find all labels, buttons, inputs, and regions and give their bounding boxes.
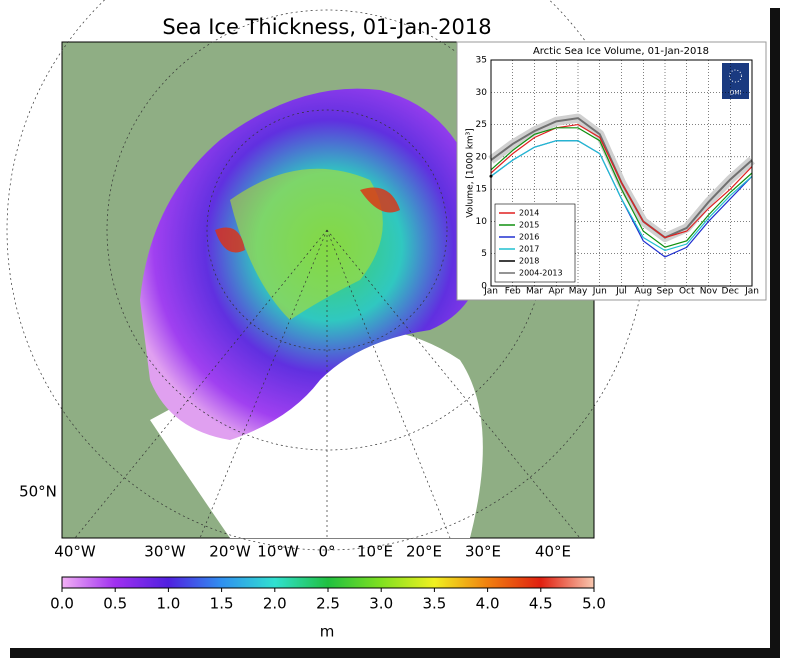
y-axis-label: Volume, [1000 km³] [466, 128, 476, 218]
lon-label: 30°W [144, 543, 186, 561]
x-tick-label: Feb [505, 287, 521, 297]
y-tick-label: 10 [476, 217, 488, 227]
legend-label: 2014 [519, 209, 539, 218]
legend-label: 2016 [519, 233, 539, 242]
plot-frame [490, 59, 753, 287]
colorbar [61, 576, 595, 589]
x-tick-label: Jan [483, 287, 498, 297]
x-tick-label: May [569, 287, 588, 297]
x-tick-label: Dec [722, 287, 739, 297]
colorbar-tick-label: 4.5 [529, 595, 553, 613]
map-title: Sea Ice Thickness, 01-Jan-2018 [162, 15, 491, 39]
series-line [490, 127, 753, 248]
colorbar-tick-label: 5.0 [582, 595, 606, 613]
legend-label: 2018 [519, 257, 539, 266]
colorbar-tick-label: 4.0 [476, 595, 500, 613]
y-tick-label: 20 [476, 152, 488, 162]
series-line [490, 123, 753, 239]
logo-text: DMI [730, 90, 742, 97]
y-tick-label: 5 [481, 249, 487, 259]
y-tick-label: 30 [476, 88, 488, 98]
x-tick-label: Sep [657, 287, 674, 297]
series-line [490, 140, 753, 252]
x-tick-label: Mar [526, 287, 543, 297]
x-tick-label: Nov [700, 287, 718, 297]
x-tick-label: Oct [679, 287, 695, 297]
y-tick-label: 15 [476, 185, 487, 195]
x-tick-label: Jan [744, 287, 759, 297]
thickest-ice [215, 187, 400, 253]
x-tick-label: Aug [634, 287, 652, 297]
colorbar-tick-label: 0.0 [50, 595, 74, 613]
thick-ice [230, 168, 383, 320]
logo [722, 63, 749, 99]
lon-label: 30°E [465, 543, 501, 561]
legend-box [494, 203, 576, 283]
lat-label: 50°N [19, 483, 57, 501]
lon-label: 20°W [209, 543, 251, 561]
y-tick-label: 35 [476, 56, 487, 66]
colorbar-tick-label: 0.5 [103, 595, 127, 613]
colorbar-label: m [320, 623, 335, 641]
legend-label: 2015 [519, 221, 539, 230]
legend-label: 2017 [519, 245, 539, 254]
colorbar-tick-label: 1.5 [210, 595, 234, 613]
x-tick-label: Jun [592, 287, 607, 297]
legend-label: 2004-2013 [519, 269, 563, 278]
y-tick-label: 0 [481, 282, 487, 292]
colorbar-tick-label: 1.0 [156, 595, 180, 613]
chart-title: Arctic Sea Ice Volume, 01-Jan-2018 [533, 46, 709, 57]
lon-label: 0° [318, 543, 335, 561]
lon-label: 10°E [357, 543, 393, 561]
x-tick-label: Apr [548, 287, 564, 297]
colorbar-tick-label: 2.0 [263, 595, 287, 613]
colorbar-tick-label: 3.5 [422, 595, 446, 613]
colorbar-tick-label: 3.0 [369, 595, 393, 613]
lon-label: 40°E [535, 543, 571, 561]
lon-label: 10°W [257, 543, 299, 561]
logo-stars [729, 69, 742, 83]
lon-label: 40°W [54, 543, 96, 561]
colorbar-tick-label: 2.5 [316, 595, 340, 613]
x-tick-label: Jul [615, 287, 627, 297]
lon-label: 20°E [406, 543, 442, 561]
y-tick-label: 25 [476, 120, 487, 130]
